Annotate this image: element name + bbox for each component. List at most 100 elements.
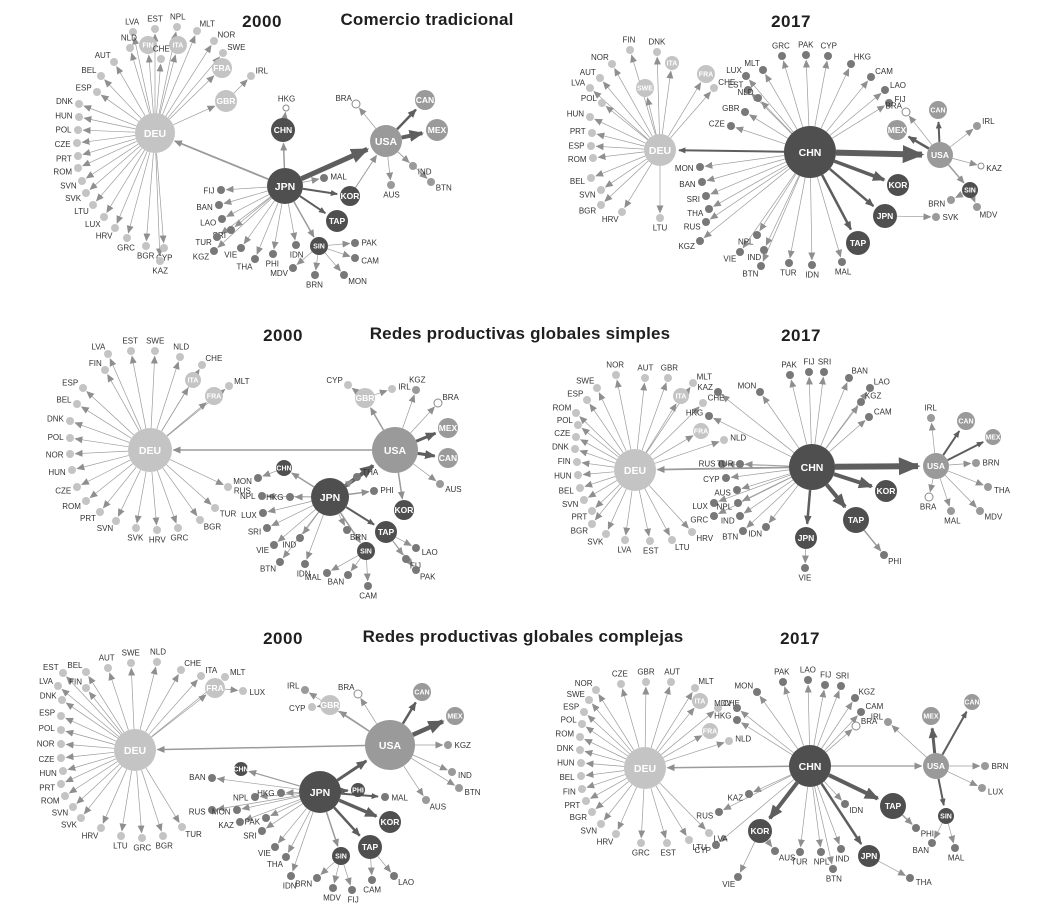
- node-MAL: [947, 507, 955, 515]
- edge-CHN-MAL: [816, 176, 842, 258]
- node-LTU: [117, 832, 125, 840]
- node-label-ITA: ITA: [695, 699, 706, 706]
- edge-DEU-DNK: [579, 449, 616, 464]
- node-DEU: [614, 449, 656, 491]
- node-HRV: [153, 526, 161, 534]
- node-label-LTU: LTU: [113, 842, 128, 851]
- edge-DEU-PRT: [65, 758, 117, 783]
- node-label-MEX: MEX: [985, 435, 1001, 442]
- node-label-FRA: FRA: [206, 683, 223, 693]
- node-CZE: [57, 754, 65, 762]
- edge-DEU-PRT: [595, 484, 621, 508]
- node-label-NOR: NOR: [37, 739, 55, 748]
- node-GRC: [138, 834, 146, 842]
- edge-CHN-PAK: [783, 686, 804, 747]
- node-label-MEX: MEX: [923, 714, 939, 721]
- node-label-MON: MON: [212, 808, 231, 817]
- node-MLT: [225, 382, 233, 390]
- node-label-FRA: FRA: [694, 429, 708, 436]
- edge-DEU-HUN: [67, 755, 115, 771]
- edge-DEU-HRV: [151, 471, 160, 526]
- node-AUS: [733, 486, 741, 494]
- node-POL: [574, 421, 582, 429]
- node-SRI: [820, 368, 828, 376]
- edge-DEU-TUR: [145, 767, 180, 824]
- edge-JPN-FIJ: [225, 185, 268, 193]
- node-label-ROM: ROM: [41, 796, 60, 805]
- edge-SIN-BRN: [313, 254, 321, 271]
- node-label-MON: MON: [675, 164, 694, 173]
- node-IND: [736, 512, 744, 520]
- node-SWE: [219, 49, 227, 57]
- node-FRA: [697, 65, 715, 83]
- edge-CHN-GRC: [782, 60, 804, 128]
- node-BTN: [455, 784, 463, 792]
- node-SIN: [938, 808, 954, 824]
- node-label-FRA: FRA: [207, 394, 221, 401]
- edge-CHN-KOR: [833, 159, 886, 182]
- row1-title: Comercio tradicional: [340, 10, 514, 29]
- edge-DEU-ESP: [100, 94, 139, 122]
- node-GRC: [778, 52, 786, 60]
- node-label-PAK: PAK: [245, 818, 261, 827]
- edge-CHN-HKG: [740, 722, 793, 756]
- year-label-complejas-2000: 2000: [263, 629, 303, 648]
- node-BEL: [82, 668, 90, 676]
- node-label-HKG: HKG: [714, 712, 731, 721]
- edge-DEU-GBR: [641, 382, 668, 451]
- edge-DEU-GRC: [157, 470, 178, 524]
- edge-DEU-HRV: [648, 485, 689, 529]
- node-label-IND: IND: [418, 167, 432, 176]
- edge-DEU-SWE: [591, 703, 632, 753]
- edge-JPN-THA: [288, 810, 311, 853]
- node-label-CAN: CAN: [416, 95, 434, 105]
- node-GRC: [174, 524, 182, 532]
- edge-DEU-NOR: [615, 379, 632, 450]
- edge-CHN-USA: [835, 145, 925, 164]
- edge-DEU-ITA: [161, 387, 189, 432]
- edge-USA-BRA: [410, 406, 435, 434]
- node-label-SWE: SWE: [637, 86, 653, 93]
- node-label-NLD: NLD: [737, 88, 753, 97]
- edge-DEU-SVN: [117, 469, 141, 517]
- node-label-MON: MON: [348, 277, 367, 286]
- edge-JPN-SVK: [896, 213, 932, 221]
- node-RUS: [224, 483, 232, 491]
- node-ROM: [572, 409, 580, 417]
- edge-JPN-SIN: [339, 512, 361, 544]
- node-label-PRT: PRT: [80, 514, 96, 523]
- node-BAN: [215, 201, 223, 209]
- edge-DEU-HUN: [83, 116, 136, 130]
- node-SIN: [357, 542, 375, 560]
- node-label-KAZ: KAZ: [986, 164, 1002, 173]
- node-IND: [409, 162, 417, 170]
- node-GBR: [320, 695, 340, 715]
- edge-DEU-AUT: [602, 81, 651, 138]
- node-SVK: [132, 524, 140, 532]
- node-label-IDN: IDN: [297, 570, 311, 579]
- node-PRT: [96, 508, 104, 516]
- node-label-HRV: HRV: [149, 536, 166, 545]
- node-label-MON: MON: [233, 477, 252, 486]
- edge-DEU-MLT: [655, 691, 693, 751]
- node-PAK: [779, 678, 787, 686]
- edge-USA-AUS: [403, 765, 424, 797]
- edge-DEU-EST: [638, 490, 651, 537]
- node-label-BRA: BRA: [335, 94, 352, 103]
- node-FRA: [205, 678, 225, 698]
- edge-CHN-MLT: [765, 73, 798, 130]
- node-CHE: [710, 84, 718, 92]
- node-label-RUS: RUS: [684, 223, 701, 232]
- edge-JPN-CHN: [291, 472, 315, 488]
- edge-DEU-SWE: [598, 392, 627, 452]
- node-label-IDN: IDN: [290, 251, 304, 260]
- node-label-RUS: RUS: [696, 812, 713, 821]
- edge-JPN-KGZ: [217, 197, 272, 248]
- node-USA: [923, 453, 949, 479]
- node-label-CYP: CYP: [326, 376, 342, 385]
- node-HKG: [705, 412, 713, 420]
- node-label-HKG: HKG: [266, 493, 283, 502]
- node-label-DNK: DNK: [56, 97, 74, 106]
- node-KAZ: [745, 790, 753, 798]
- node-HKG: [282, 104, 290, 112]
